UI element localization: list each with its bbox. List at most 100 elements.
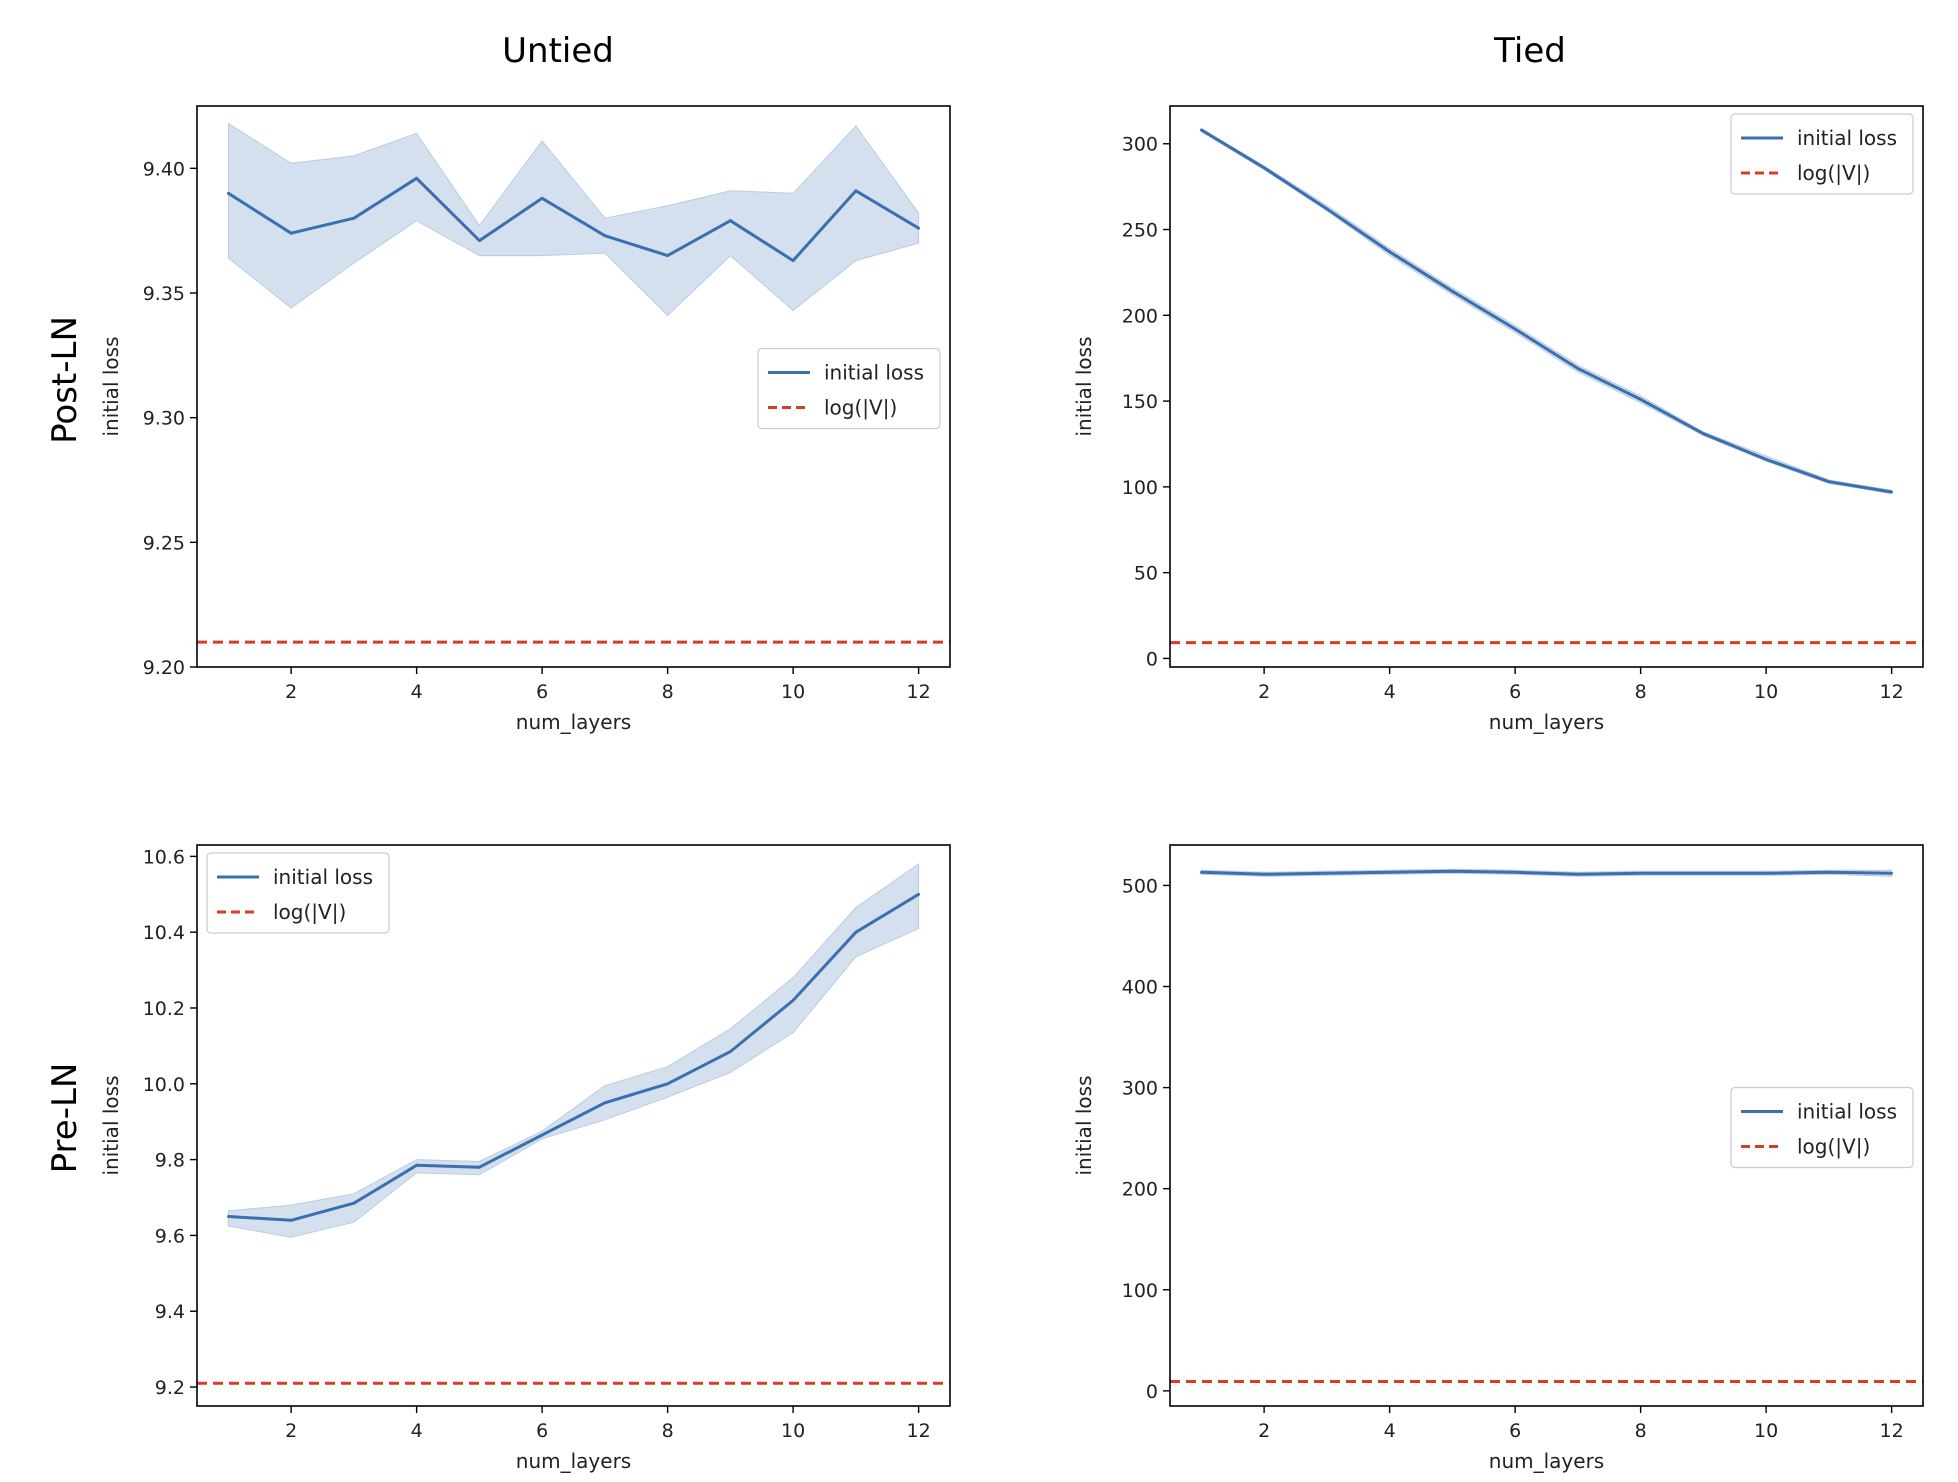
bottom-left-xtick-label: 2 [285,1420,297,1442]
bottom-left-ytick-label: 9.6 [155,1225,185,1247]
bottom-right-ytick-label: 200 [1122,1179,1158,1201]
bottom-right-legend-label: initial loss [1797,1100,1897,1124]
top-left-legend-label: initial loss [824,361,924,385]
top-left-ytick-label: 9.20 [143,657,185,679]
top-right-series-0-point [1639,398,1642,401]
bottom-right-y-axis-label: initial loss [1072,1076,1096,1176]
top-right-plot-area [1170,127,1923,645]
bottom-left-legend-label: initial loss [273,865,373,889]
top-left-series-0-band [227,122,920,317]
bottom-left-series-0-point [666,1082,669,1086]
top-left-xtick-label: 8 [662,681,674,703]
top-left-series-0-point [854,189,858,193]
bottom-left-series-0-point [540,1133,544,1137]
bottom-right-ytick-label: 100 [1122,1280,1158,1302]
top-left-y-axis-label: initial loss [99,337,123,437]
top-right-xtick-label: 8 [1635,681,1647,703]
top-right-series-0-point [1451,289,1454,293]
top-right-series-0-point [1827,480,1831,484]
top-left-axes-frame [196,105,951,668]
top-left-panel: 2 4 6 8 10 12 9.20 9.25 9.30 9.35 9.40 num_layers in… [99,105,951,734]
bottom-left-ytick-label: 10.6 [143,846,185,868]
bottom-left-ytick-label: 9.4 [155,1301,185,1323]
bottom-left-xtick-label: 12 [907,1420,931,1442]
top-right-axes-frame [1169,105,1924,668]
bottom-right-series-0-line [1201,869,1892,876]
top-right-series-0-point [1388,250,1391,254]
top-right-xtick-label: 2 [1258,681,1270,703]
top-right-ytick-label: 50 [1134,563,1158,585]
bottom-left-series-0-point [603,1101,607,1105]
bottom-right-xtick-label: 8 [1635,1420,1647,1442]
top-left-ytick-label: 9.25 [143,532,185,554]
top-right-series-0-line [1200,128,1892,494]
bottom-left-series-0-point [227,1215,230,1218]
bottom-right-plot-area [1170,868,1923,1384]
panels: 2 4 6 8 10 129.209.259.309.359.40num_layersin… [99,105,1924,1473]
bottom-left-series-0-point [352,1201,356,1205]
top-right-xtick-label: 12 [1880,681,1904,703]
bottom-right-xtick-label: 4 [1384,1420,1396,1442]
bottom-left-ytick-label: 10.0 [143,1074,185,1096]
top-left-legend-label: log(|V|) [824,396,897,420]
bottom-left-axes-frame [196,844,951,1407]
bottom-right-xtick-label: 2 [1258,1420,1270,1442]
bottom-left-series-0-band [227,863,920,1238]
bottom-left-series-0-point [791,999,795,1002]
bottom-right-axes-frame [1169,844,1924,1407]
bottom-left-series-0-line [228,893,920,1222]
bottom-left-series-0-point [478,1165,481,1169]
top-left-series-0-point [540,196,544,200]
top-left-xtick-label: 10 [781,681,805,703]
row-title-pre-ln: Pre-LN [45,1063,85,1174]
top-right-series-0-band [1200,127,1893,495]
top-right-y-axis-label: initial loss [1072,337,1096,437]
bottom-right-ytick-label: 400 [1122,977,1158,999]
top-left-series-0-point [415,176,418,180]
top-left-series-0-point [729,219,732,223]
top-left-series-0-point [289,231,293,235]
bottom-right-legend-label: log(|V|) [1797,1135,1870,1159]
bottom-right-series-0-point [1890,871,1893,875]
bottom-left-series-0-point [289,1218,293,1222]
bottom-left-xtick-label: 4 [411,1420,423,1442]
top-left-series-0-point [917,226,920,230]
top-right-ytick-label: 200 [1122,305,1158,327]
top-left-ytick-label: 9.35 [143,283,185,305]
top-left-series-0-point [666,254,669,257]
bottom-right-x-axis-label: num_layers [1489,1449,1604,1473]
bottom-left-y-axis-label: initial loss [99,1076,123,1176]
bottom-left-xtick-label: 10 [781,1420,805,1442]
top-right-xtick-label: 4 [1384,681,1396,703]
bottom-right-series-0-point [1576,872,1580,876]
top-left-legend: initial loss log(|V|) [757,347,941,430]
top-left-ytick-label: 9.30 [143,408,185,430]
bottom-right-series-0-point [1200,870,1203,874]
bottom-left-ytick-label: 10.4 [143,922,185,944]
top-right-series-0-point [1890,490,1893,494]
bottom-right-ytick-label: 300 [1122,1078,1158,1100]
top-right-series-0-point [1764,458,1768,461]
bottom-right-series-0-point [1325,871,1329,875]
bottom-left-series-0-point [854,930,858,934]
bottom-right-series-0-point [1639,871,1642,875]
top-right-series-0-point [1513,327,1517,331]
bottom-right-xtick-label: 6 [1509,1420,1521,1442]
bottom-left-xtick-label: 6 [536,1420,548,1442]
bottom-left-series-0-point [415,1163,418,1167]
bottom-left-ytick-label: 9.2 [155,1377,185,1399]
bottom-right-series-0-point [1513,870,1517,874]
top-left-xtick-label: 6 [536,681,548,703]
bottom-left-panel: 2 4 6 8 10 12 9.2 9.4 9.6 9.8 10.0 10.2 10.4 10.6 num_… [99,844,951,1473]
top-left-series-0-point [352,216,356,220]
top-left-series-0-point [603,234,607,238]
column-title-untied: Untied [502,31,614,71]
top-left-series-0-point [227,191,230,195]
bottom-right-xtick-label: 12 [1880,1420,1904,1442]
top-left-series-0-point [478,239,481,243]
top-left-xtick-label: 4 [411,681,423,703]
top-right-ytick-label: 0 [1146,648,1158,670]
top-left-series-0-point [791,259,795,262]
bottom-right-ytick-label: 0 [1146,1381,1158,1403]
bottom-left-plot-area [197,863,950,1385]
